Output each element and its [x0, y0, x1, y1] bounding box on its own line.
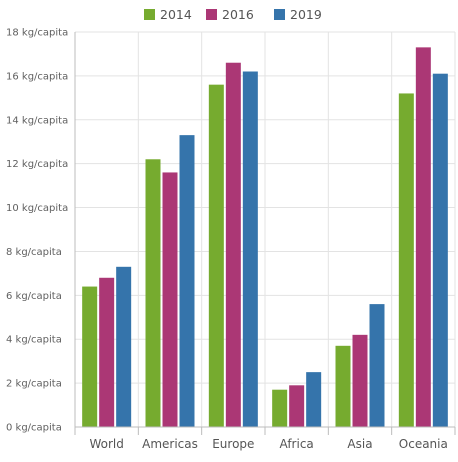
bar-americas-2019[interactable]	[179, 135, 195, 427]
bar-africa-2014[interactable]	[272, 389, 288, 427]
bar-asia-2014[interactable]	[335, 345, 351, 427]
x-category-label: Oceania	[399, 437, 448, 451]
bar-oceania-2016[interactable]	[415, 47, 431, 427]
bar-americas-2014[interactable]	[145, 159, 161, 427]
bar-asia-2019[interactable]	[369, 304, 385, 427]
x-category-label: Europe	[212, 437, 254, 451]
legend-item-2014[interactable]: 2014	[144, 7, 192, 22]
legend-label: 2016	[222, 7, 254, 22]
bars	[82, 47, 448, 428]
y-axis-ticks: 0 kg/capita 2 kg/capita 4 kg/capita 6 kg/ca…	[6, 28, 68, 434]
x-category-label: Americas	[142, 437, 198, 451]
y-tick-label: 18 kg/capita	[6, 28, 68, 39]
bar-oceania-2019[interactable]	[432, 73, 448, 427]
bar-oceania-2014[interactable]	[398, 93, 414, 427]
legend-swatch	[206, 9, 217, 20]
y-tick-label: 16 kg/capita	[6, 71, 68, 82]
bar-europe-2016[interactable]	[225, 62, 241, 427]
y-tick-label: 2 kg/capita	[6, 379, 62, 390]
bar-africa-2019[interactable]	[306, 372, 322, 427]
legend-label: 2014	[160, 7, 192, 22]
gridlines	[75, 31, 456, 428]
legend-item-2016[interactable]: 2016	[206, 7, 254, 22]
y-tick-label: 4 kg/capita	[6, 335, 62, 346]
legend-item-2019[interactable]: 2019	[274, 7, 322, 22]
bar-world-2019[interactable]	[116, 266, 132, 427]
y-tick-label: 14 kg/capita	[6, 115, 68, 126]
axes	[74, 32, 456, 435]
y-tick-label: 10 kg/capita	[6, 203, 68, 214]
y-tick-label: 8 kg/capita	[6, 247, 62, 258]
bar-asia-2016[interactable]	[352, 334, 368, 427]
x-axis-categories: World Americas Europe Africa Asia Oceania	[89, 437, 447, 451]
x-category-label: World	[89, 437, 123, 451]
legend-label: 2019	[290, 7, 322, 22]
x-category-label: Africa	[280, 437, 314, 451]
bar-americas-2016[interactable]	[162, 172, 178, 427]
y-tick-label: 0 kg/capita	[6, 423, 62, 434]
legend: 2014 2016 2019	[144, 7, 322, 22]
y-tick-label: 6 kg/capita	[6, 291, 62, 302]
bar-africa-2016[interactable]	[289, 385, 305, 427]
bar-world-2016[interactable]	[99, 277, 115, 427]
x-category-label: Asia	[347, 437, 372, 451]
y-tick-label: 12 kg/capita	[6, 159, 68, 170]
bar-europe-2019[interactable]	[242, 71, 258, 428]
bar-world-2014[interactable]	[82, 286, 98, 427]
legend-swatch	[144, 9, 155, 20]
legend-swatch	[274, 9, 285, 20]
bar-europe-2014[interactable]	[208, 84, 224, 428]
